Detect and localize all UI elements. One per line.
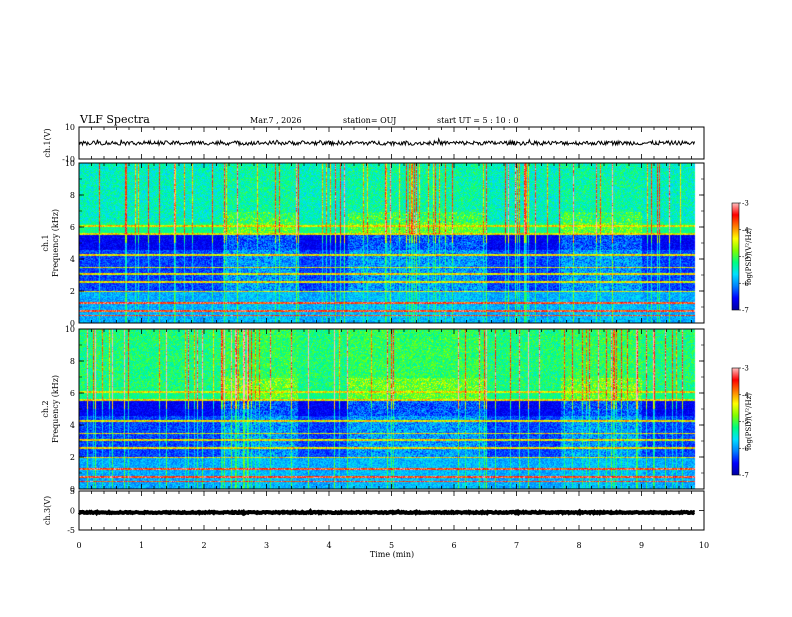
x-tick-label: 7 xyxy=(514,541,519,550)
y-tick-label: 10 xyxy=(65,325,75,334)
y-tick-label: 4 xyxy=(70,421,75,430)
colorbar-tick-label: -4 xyxy=(742,391,749,399)
colorbar-tick-label: -5 xyxy=(742,418,749,426)
date-label: Mar.7 , 2026 xyxy=(250,116,302,125)
y-tick-label: 5 xyxy=(70,487,75,496)
y-tick-label: 8 xyxy=(70,357,75,366)
x-tick-label: 6 xyxy=(451,541,456,550)
y-tick-label: 2 xyxy=(70,453,75,462)
x-tick-label: 1 xyxy=(139,541,144,550)
y-tick-label: -5 xyxy=(67,526,75,535)
y-tick-label: 10 xyxy=(65,123,75,132)
axis-ticks xyxy=(78,126,705,531)
start-time-label: start UT = 5 : 10 : 0 xyxy=(437,116,518,125)
y-tick-label: 4 xyxy=(70,255,75,264)
ch1-waveform-trace xyxy=(78,136,696,148)
x-tick-label: 10 xyxy=(699,541,709,550)
colorbar-tick-label: -6 xyxy=(742,280,749,288)
y-tick-label: 8 xyxy=(70,191,75,200)
y-tick-label: 10 xyxy=(65,159,75,168)
colorbar-tick-label: -7 xyxy=(742,307,749,315)
x-tick-label: 0 xyxy=(76,541,81,550)
ch3-waveform-ylabel: ch.3(V) xyxy=(43,496,52,525)
ch2-spectrogram-image xyxy=(79,329,704,489)
colorbar-label: log(PSD)(V²/Hz) xyxy=(745,393,753,450)
y-tick-label: -10 xyxy=(62,155,75,164)
x-tick-label: 9 xyxy=(639,541,644,550)
station-label: station= OUJ xyxy=(343,116,396,125)
colorbar-tick-label: -5 xyxy=(742,253,749,261)
colorbars: -3 -4 -5 -6 -7 log(PSD)(V²/Hz) -3 -4 -5 -6 -7 log(P… xyxy=(731,200,753,480)
colorbar-tick-label: -3 xyxy=(742,200,749,208)
x-tick-label: 8 xyxy=(576,541,581,550)
x-tick-label: 2 xyxy=(201,541,206,550)
x-tick-label: 4 xyxy=(326,541,331,550)
y-tick-label: 0 xyxy=(70,319,75,328)
x-tick-labels: 0 1 2 3 4 5 6 7 8 9 10 xyxy=(76,541,709,550)
colorbar-label: log(PSD)(V²/Hz) xyxy=(745,228,753,285)
y-tick-label: 0 xyxy=(70,485,75,494)
ch2-spectrogram-ylabel-channel: ch.2 xyxy=(41,400,50,417)
colorbar-ch1 xyxy=(731,202,740,311)
y-tick-label: 6 xyxy=(70,389,75,398)
figure-title: VLF Spectra xyxy=(79,113,150,126)
colorbar-tick-label: -6 xyxy=(742,445,749,453)
ch1-waveform-ylabel: ch.1(V) xyxy=(43,128,52,157)
ch2-spectrogram-ylabel-frequency: Frequency (kHz) xyxy=(51,375,60,443)
x-tick-label: 5 xyxy=(389,541,394,550)
colorbar-tick-label: -4 xyxy=(742,226,749,234)
ch3-waveform-trace xyxy=(77,507,696,517)
y-tick-label: 2 xyxy=(70,287,75,296)
colorbar-tick-label: -7 xyxy=(742,472,749,480)
colorbar-tick-label: -3 xyxy=(742,365,749,373)
ch1-spectrogram-ylabel-frequency: Frequency (kHz) xyxy=(51,209,60,277)
ch1-spectrogram-ylabel-channel: ch.1 xyxy=(41,234,50,251)
x-tick-label: 3 xyxy=(264,541,269,550)
x-axis-label: Time (min) xyxy=(370,550,414,559)
ch1-spectrogram-image xyxy=(79,163,704,323)
y-tick-label: 6 xyxy=(70,223,75,232)
y-tick-label: 0 xyxy=(70,507,75,516)
colorbar-ch2 xyxy=(731,367,740,476)
